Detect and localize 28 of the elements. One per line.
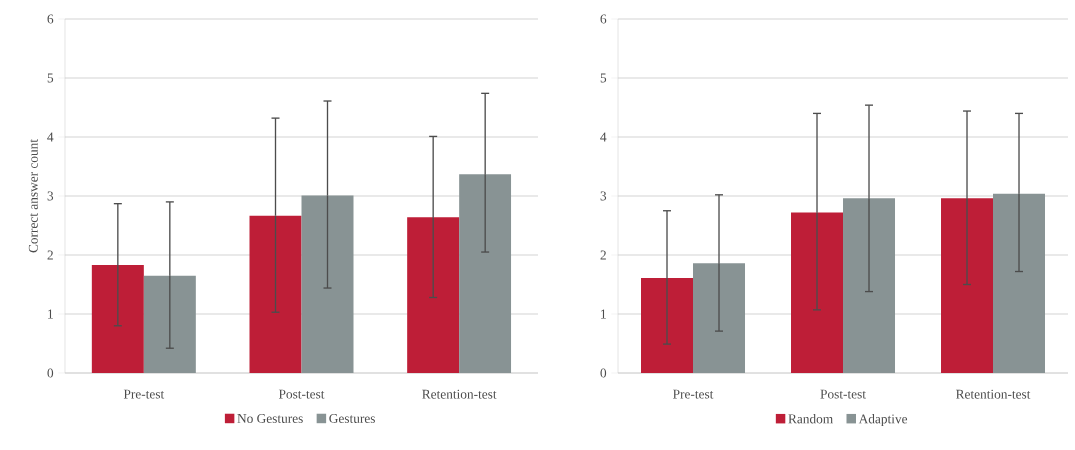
legend-label: Adaptive (858, 413, 908, 427)
y-axis-title: Correct answer count (28, 139, 38, 253)
bar (993, 193, 1046, 373)
x-tick-label: Retention-test (422, 389, 497, 399)
bar (941, 198, 994, 373)
legend-label: Gestures (329, 414, 375, 423)
y-tick-label: 1 (601, 309, 606, 319)
legend-label: No Gestures (237, 414, 303, 423)
y-tick-label: 1 (48, 309, 53, 319)
y-tick-label: 0 (600, 368, 607, 378)
x-tick-label: Retention-test (955, 389, 1031, 399)
x-tick-label: Pre-test (123, 389, 165, 399)
y-tick-label: 3 (47, 191, 54, 201)
y-tick-label: 0 (47, 368, 54, 378)
y-tick-label: 5 (600, 73, 607, 83)
y-tick-label: 2 (47, 250, 53, 260)
y-tick-label: 6 (600, 14, 607, 24)
y-tick-label: 6 (47, 14, 54, 24)
y-tick-label: 4 (47, 132, 54, 142)
y-tick-label: 3 (600, 191, 607, 201)
y-tick-label: 4 (600, 132, 607, 142)
x-tick-label: Post-test (820, 389, 866, 399)
x-tick-label: Post-test (278, 389, 325, 399)
legend-label: Random (788, 413, 833, 424)
x-tick-label: Pre-test (673, 389, 714, 399)
bar (459, 174, 512, 373)
y-tick-label: 5 (47, 73, 54, 83)
y-tick-label: 2 (600, 250, 606, 260)
